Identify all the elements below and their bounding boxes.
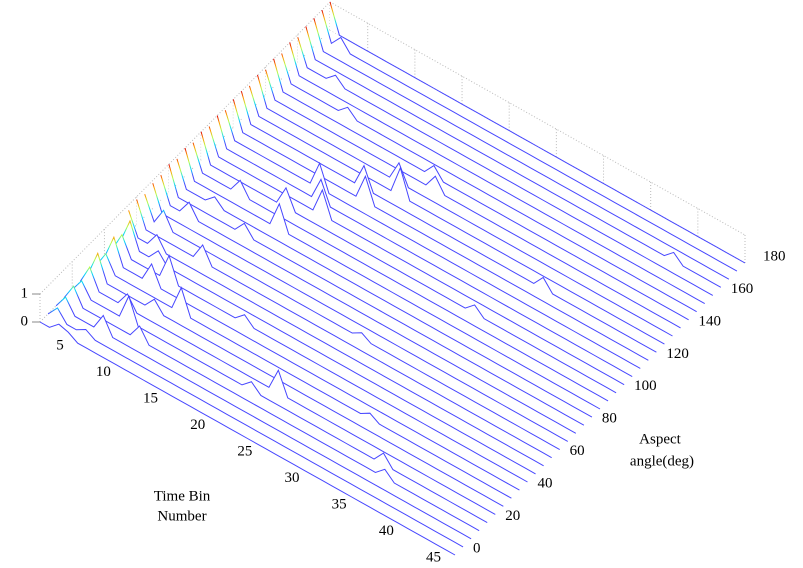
curtain: [233, 99, 649, 361]
y-tick-label: 160: [731, 281, 754, 297]
waterfall-line: [55, 296, 472, 540]
waterfall-line: [281, 53, 697, 313]
waterfall-line: [184, 147, 601, 410]
waterfall-line: [289, 42, 705, 304]
waterfall-line: [144, 193, 560, 450]
waterfall-line: [216, 115, 633, 377]
y-tick-label: 60: [570, 443, 585, 459]
x-tick-label: 15: [143, 391, 158, 407]
waterfall-line: [128, 210, 544, 467]
waterfall-line: [39, 321, 456, 556]
curtain: [289, 42, 705, 304]
y-tick-label: 120: [666, 346, 689, 362]
waterfall-line: [313, 18, 730, 280]
waterfall-line: [232, 99, 649, 361]
waterfall-line: [87, 252, 504, 507]
waterfall-line: [168, 164, 585, 426]
curtain: [241, 91, 657, 353]
waterfall-line: [96, 252, 512, 499]
curtain: [64, 286, 480, 531]
x-axis-label: Number: [157, 508, 206, 524]
grid-line: [329, 1, 746, 236]
waterfall-line: [224, 110, 641, 369]
waterfall-line: [103, 235, 520, 491]
waterfall-line: [192, 142, 609, 402]
curtain: [321, 10, 737, 272]
y-tick-label: 100: [634, 378, 657, 394]
waterfall-line: [305, 26, 722, 288]
x-axis-label: Time Bin: [154, 488, 211, 504]
z-tick-label: 1: [21, 285, 29, 301]
waterfall-line: [329, 1, 746, 264]
curtain: [72, 280, 488, 523]
x-tick-label: 30: [285, 470, 300, 486]
grid-line: [39, 1, 331, 295]
y-tick-label: 0: [473, 540, 481, 556]
z-tick-label: 0: [21, 313, 29, 329]
x-tick-label: 5: [56, 338, 64, 354]
waterfall-line: [321, 9, 738, 272]
waterfall-line: [297, 37, 714, 296]
y-tick-label: 140: [699, 313, 722, 329]
curtain: [120, 220, 536, 474]
x-tick-label: 20: [190, 417, 205, 433]
x-tick-label: 35: [332, 496, 347, 512]
waterfall-line: [120, 219, 536, 475]
curtain: [88, 253, 504, 507]
curtain: [273, 58, 689, 320]
waterfall-line: [71, 280, 488, 523]
y-tick-label: 80: [602, 411, 617, 427]
curtain: [217, 115, 633, 377]
waterfall-line: [240, 91, 657, 353]
curtain: [201, 131, 617, 393]
waterfall-line: [273, 58, 689, 321]
curtain: [330, 2, 745, 263]
y-tick-label: 180: [763, 248, 786, 264]
waterfall-line: [208, 126, 625, 386]
waterfall-line: [265, 69, 681, 329]
curtain: [305, 26, 721, 288]
waterfall-line: [79, 266, 496, 515]
x-tick-label: 45: [426, 549, 441, 565]
y-axis-label: angle(deg): [630, 453, 694, 469]
y-tick-label: 20: [505, 508, 520, 524]
waterfall-line: [176, 158, 593, 418]
waterfall-line: [152, 183, 569, 442]
y-tick-label: 40: [537, 476, 552, 492]
waterfall-line: [200, 131, 617, 394]
x-tick-label: 10: [96, 364, 111, 380]
y-axis-label: Aspect: [639, 431, 681, 447]
waterfall-line: [248, 85, 665, 345]
waterfall-line: [47, 307, 464, 548]
waterfall-line: [257, 74, 673, 337]
waterfall-line: [160, 174, 577, 434]
waterfall-line: [63, 285, 480, 532]
curtain: [48, 307, 464, 547]
waterfall-line: [136, 199, 552, 459]
x-tick-label: 40: [379, 523, 394, 539]
x-tick-label: 25: [237, 444, 252, 460]
curtain: [313, 18, 729, 280]
curtain: [168, 164, 584, 426]
